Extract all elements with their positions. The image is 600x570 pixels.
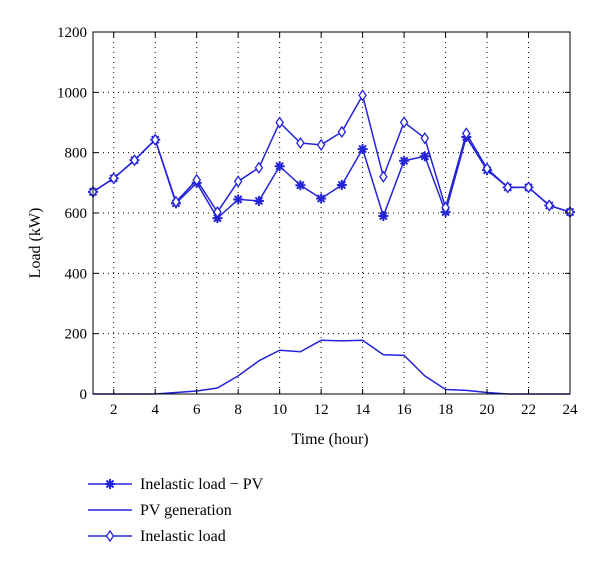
data-point-star [233,194,244,205]
x-tick-label: 22 [521,402,536,418]
star-stroke [316,194,326,203]
data-point-diamond [337,125,347,138]
data-point-diamond [254,161,264,174]
data-point-diamond [275,116,284,129]
y-tick-label: 1000 [57,85,87,101]
x-tick-label: 6 [193,402,201,418]
data-point-star [419,151,430,162]
x-tick-label: 24 [563,402,579,418]
star-stroke [399,156,409,166]
y-tick-label: 400 [65,266,88,282]
data-point-diamond [109,172,119,185]
y-tick-label: 200 [65,327,88,343]
series-line [92,93,571,214]
series-inelastic-load-minus-pv [88,131,575,224]
data-point-diamond [441,201,450,214]
legend: Inelastic load − PV PV generation Inelasti… [88,476,264,545]
star-stroke [233,195,243,204]
y-tick-label: 800 [65,146,88,162]
legend-star-icon [105,479,115,489]
x-tick-label: 18 [438,402,453,418]
legend-label: PV generation [140,502,232,519]
legend-label: Inelastic load − PV [140,476,264,493]
data-point-diamond [171,195,181,208]
star-stroke [337,180,347,190]
tick-labels: 2 4 6 8 10 12 14 16 18 20 22 2402004006008001000120… [57,25,578,418]
data-point-diamond [150,133,160,146]
data-point-diamond [213,205,222,219]
star-stroke [254,196,264,206]
plot-area [88,89,575,395]
x-tick-label: 10 [272,402,287,418]
series-line [92,135,571,220]
data-point-star [399,155,410,166]
data-point-diamond [399,116,409,129]
y-tick-label: 0 [80,387,88,403]
data-point-diamond [462,127,471,140]
data-point-star [295,180,306,191]
star-stroke [379,211,388,221]
data-point-star [378,211,389,222]
data-point-diamond [233,175,243,188]
legend-label: Inelastic load [140,528,226,545]
x-tick-label: 2 [110,402,118,418]
data-point-diamond [358,89,367,102]
grid [93,32,570,394]
data-point-diamond [130,154,139,167]
data-point-star [316,193,327,204]
plot-border [92,31,571,395]
data-point-diamond [544,199,554,212]
star-stroke [420,152,430,161]
x-tick-label: 8 [234,402,242,418]
x-axis-label: Time (hour) [291,431,368,448]
data-point-diamond [524,181,533,194]
star-stroke [275,162,284,171]
data-point-diamond [503,181,513,194]
legend-item: Inelastic load − PV [88,476,264,493]
data-point-diamond [296,136,305,150]
y-axis-label: Load (kW) [27,208,44,279]
axes-frame [92,31,571,395]
data-point-star [357,144,368,155]
data-point-star [336,179,347,190]
x-tick-label: 4 [151,402,159,418]
legend-diamond-icon [105,529,115,543]
data-point-star [253,195,264,206]
star-stroke [105,479,115,489]
x-tick-label: 20 [480,402,495,418]
data-point-diamond [420,132,430,145]
data-point-diamond [316,138,326,151]
data-point-diamond [379,170,388,183]
legend-item: PV generation [88,502,232,519]
legend-item: Inelastic load [88,528,226,545]
star-stroke [296,181,305,190]
series-pv-generation [93,339,570,395]
star-stroke [358,144,367,154]
x-tick-label: 16 [397,402,413,418]
y-tick-label: 600 [65,206,88,222]
series-line [93,339,570,395]
y-tick-label: 1200 [57,25,87,41]
x-tick-label: 14 [355,402,371,418]
data-point-diamond [482,162,492,175]
x-tick-label: 12 [314,402,329,418]
data-point-star [274,161,285,172]
series-inelastic-load [88,89,575,219]
data-point-diamond [192,173,201,186]
